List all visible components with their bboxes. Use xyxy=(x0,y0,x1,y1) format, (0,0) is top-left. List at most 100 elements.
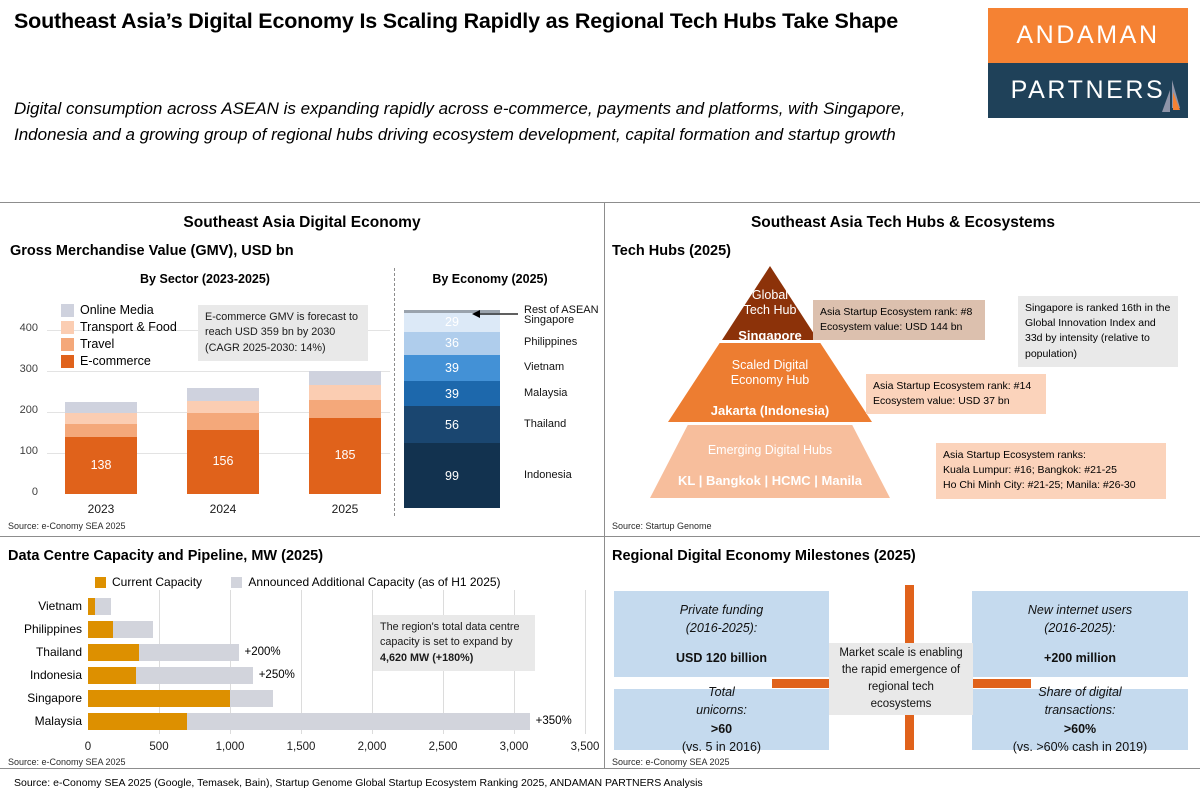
logo-bottom-band: PARTNERS xyxy=(988,63,1188,118)
sail-mark-icon xyxy=(1162,80,1180,112)
gmv-gridline xyxy=(47,371,390,372)
milestone-3-sub: (vs. >60% cash in 2019) xyxy=(1012,739,1148,754)
economy-bar-segment: 56 xyxy=(404,406,500,444)
milestone-1-value: +200 million xyxy=(1044,651,1116,666)
divider-top xyxy=(0,202,1200,204)
gmv-y-tick: 0 xyxy=(31,486,38,498)
economy-bar-label: Thailand xyxy=(524,417,567,430)
data-centre-bar-segment xyxy=(136,667,253,684)
gmv-y-tick: 300 xyxy=(19,363,38,375)
pyramid-tier-1-line1: Global xyxy=(751,288,789,302)
note-emerging-line2: Kuala Lumpur: #16; Bangkok: #21-25 xyxy=(943,464,1117,477)
data-centre-bar-segment xyxy=(112,621,154,638)
data-centre-x-tick: 500 xyxy=(149,741,169,753)
gmv-bar-value: 185 xyxy=(334,448,356,463)
gmv-y-tick: 400 xyxy=(19,322,38,334)
subchart-separator xyxy=(394,268,395,516)
data-centre-gridline xyxy=(372,590,373,734)
data-centre-gridline xyxy=(585,590,586,734)
data-centre-callout: The region's total data centre capacity … xyxy=(373,615,535,671)
gmv-legend-item: E-commerce xyxy=(61,354,151,368)
gmv-bar-segment xyxy=(187,413,259,431)
milestone-box-new-internet-users: New internet users (2016-2025): +200 mil… xyxy=(972,591,1188,677)
data-centre-bar-segment xyxy=(95,598,111,615)
data-centre-x-tick: 1,500 xyxy=(286,741,316,753)
data-centre-bar-segment xyxy=(88,690,230,707)
economy-bar-segment: 99 xyxy=(404,443,500,508)
pyramid-tier-1-line2: Tech Hub xyxy=(743,302,797,317)
gmv-x-tick: 2025 xyxy=(331,502,359,516)
data-centre-x-tick: 1,000 xyxy=(215,741,245,753)
data-centre-bar-segment xyxy=(88,713,188,730)
data-centre-bar-segment xyxy=(88,644,140,661)
logo-line2: PARTNERS xyxy=(1010,76,1166,104)
data-centre-legend-swatch xyxy=(95,576,106,588)
gmv-legend-swatch xyxy=(61,354,74,368)
data-centre-growth-label: +350% xyxy=(535,715,572,727)
data-centre-bar-segment xyxy=(230,690,273,707)
milestone-box-private-funding: Private funding (2016-2025): USD 120 bil… xyxy=(614,591,829,677)
economy-bar-label: Singapore xyxy=(524,313,575,326)
data-centre-category-label: Philippines xyxy=(23,622,82,636)
panel-title-tech-hubs: Southeast Asia Tech Hubs & Ecosystems xyxy=(750,214,1056,231)
note-singapore-line2: Ecosystem value: USD 144 bn xyxy=(820,321,963,334)
economy-bar-label: Philippines xyxy=(524,336,578,349)
economy-bar-segment: 36 xyxy=(404,331,500,356)
economy-bar-segment: 29 xyxy=(404,312,500,332)
note-jakarta-ecosystem: Asia Startup Ecosystem rank: #14 Ecosyst… xyxy=(866,374,1046,415)
economy-bar-segment xyxy=(404,310,500,313)
gmv-bar-segment xyxy=(187,400,259,414)
data-centre-gridline xyxy=(301,590,302,734)
milestone-box-digital-transactions: Share of digital transactions: >60% (vs.… xyxy=(972,685,1188,754)
gmv-bar-segment xyxy=(309,385,381,400)
gmv-bar-segment xyxy=(309,418,381,494)
gmv-legend-item: Online Media xyxy=(61,303,154,317)
divider-vertical xyxy=(604,202,606,768)
note-emerging-hubs-ranks: Asia Startup Ecosystem ranks: Kuala Lump… xyxy=(936,443,1166,499)
data-centre-bar-segment xyxy=(187,713,530,730)
data-centre-legend-label: Announced Additional Capacity (as of H1 … xyxy=(248,575,501,589)
milestone-0-value: USD 120 billion xyxy=(676,651,767,666)
economy-bar-label: Indonesia xyxy=(524,468,572,481)
tech-hubs-section-title: Tech Hubs (2025) xyxy=(612,243,731,259)
data-centre-x-tick: 0 xyxy=(84,741,92,753)
pyramid-tier-2-name: Jakarta (Indonesia) xyxy=(710,403,830,418)
milestone-3-label2: transactions: xyxy=(1044,703,1116,718)
logo-top-band: ANDAMAN xyxy=(988,8,1188,63)
gmv-bar-segment xyxy=(309,371,381,386)
economy-bar-segment: 39 xyxy=(404,355,500,381)
gmv-bar-segment xyxy=(309,399,381,419)
milestones-center-note: Market scale is enabling the rapid emerg… xyxy=(829,643,973,715)
data-centre-category-label: Malaysia xyxy=(34,714,82,728)
milestone-3-label1: Share of digital xyxy=(1038,685,1122,700)
data-centre-legend-item: Current Capacity xyxy=(95,575,202,589)
data-centre-x-tick: 3,500 xyxy=(570,741,600,753)
gmv-legend-label: Online Media xyxy=(80,303,154,317)
gmv-y-tick: 200 xyxy=(19,404,38,416)
note-global-innovation-index: Singapore is ranked 16th in the Global I… xyxy=(1018,296,1178,367)
pyramid-tier-3-label: Emerging Digital Hubs xyxy=(707,443,833,457)
divider-middle xyxy=(0,536,1200,538)
footer-source: Source: e-Conomy SEA 2025 (Google, Temas… xyxy=(14,777,703,789)
rest-of-asean-arrow-icon xyxy=(472,310,518,318)
data-centre-x-tick: 2,000 xyxy=(357,741,387,753)
divider-bottom xyxy=(0,768,1200,770)
tech-hub-pyramid xyxy=(650,266,890,498)
gmv-bar-segment xyxy=(187,430,259,494)
economy-bar-label: Rest of ASEAN xyxy=(524,304,599,316)
data-centre-category-label: Vietnam xyxy=(38,599,82,613)
andaman-partners-logo: ANDAMAN PARTNERS xyxy=(988,8,1188,118)
gmv-legend-label: E-commerce xyxy=(80,354,151,368)
note-emerging-line3: Ho Chi Minh City: #21-25; Manila: #26-30 xyxy=(943,479,1136,492)
page-title: Southeast Asia’s Digital Economy Is Scal… xyxy=(14,9,899,33)
note-emerging-line1: Asia Startup Ecosystem ranks: xyxy=(943,449,1086,461)
gmv-bar-value: 156 xyxy=(212,454,234,469)
logo-line1: ANDAMAN xyxy=(1016,21,1160,49)
panel-title-data-centre: Data Centre Capacity and Pipeline, MW (2… xyxy=(8,548,324,564)
gmv-bar-segment xyxy=(65,423,137,438)
milestone-3-value: >60% xyxy=(1063,721,1097,736)
gmv-x-tick: 2024 xyxy=(209,502,237,516)
gmv-bar-value: 138 xyxy=(90,457,112,472)
economy-bar-label: Malaysia xyxy=(524,386,568,399)
